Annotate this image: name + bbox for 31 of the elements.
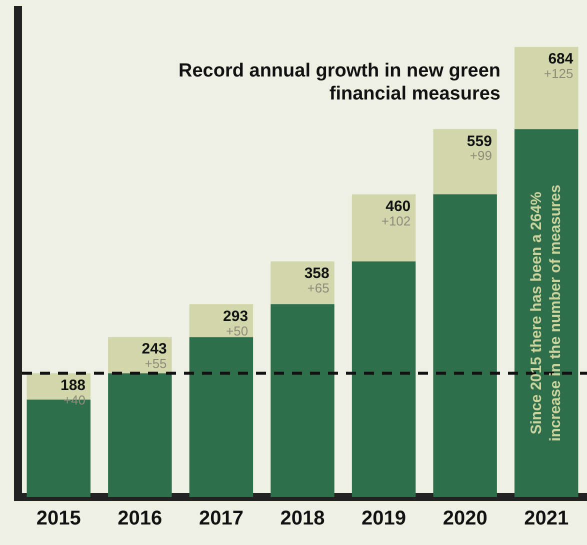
bar bbox=[189, 337, 254, 497]
total-label: 243 bbox=[142, 340, 167, 358]
annotation: Since 2015 there has been a 264% increase in the number of measures bbox=[528, 184, 564, 442]
bar bbox=[433, 194, 497, 497]
x-tick-label: 2017 bbox=[198, 508, 244, 530]
data-label: +125 bbox=[544, 66, 574, 81]
total-label: 460 bbox=[386, 198, 411, 215]
x-tick-label: 2021 bbox=[524, 508, 569, 530]
bar bbox=[352, 261, 416, 497]
data-label: +65 bbox=[307, 280, 330, 296]
data-label: +55 bbox=[144, 356, 167, 372]
data-label: +50 bbox=[226, 323, 248, 338]
x-tick-label: 2015 bbox=[36, 508, 81, 530]
text: Record annual growth in new green financial measures bbox=[178, 60, 500, 105]
total-label: 684 bbox=[548, 50, 574, 68]
bar bbox=[108, 373, 172, 497]
bar bbox=[270, 304, 334, 497]
bar bbox=[514, 46, 578, 130]
total-label: 188 bbox=[60, 376, 86, 394]
x-tick-label: 2018 bbox=[280, 508, 325, 530]
bar bbox=[433, 129, 497, 194]
total-label: 293 bbox=[223, 308, 248, 325]
total-label: 358 bbox=[304, 265, 330, 282]
total-label: 559 bbox=[466, 132, 492, 150]
x-tick-label: 2016 bbox=[118, 508, 162, 530]
data-label: +102 bbox=[381, 213, 411, 228]
data-label: +99 bbox=[470, 148, 492, 164]
bar bbox=[352, 194, 416, 262]
bar bbox=[270, 261, 334, 304]
x-tick-label: 2019 bbox=[362, 508, 406, 530]
x-tick-label: 2020 bbox=[442, 508, 488, 530]
